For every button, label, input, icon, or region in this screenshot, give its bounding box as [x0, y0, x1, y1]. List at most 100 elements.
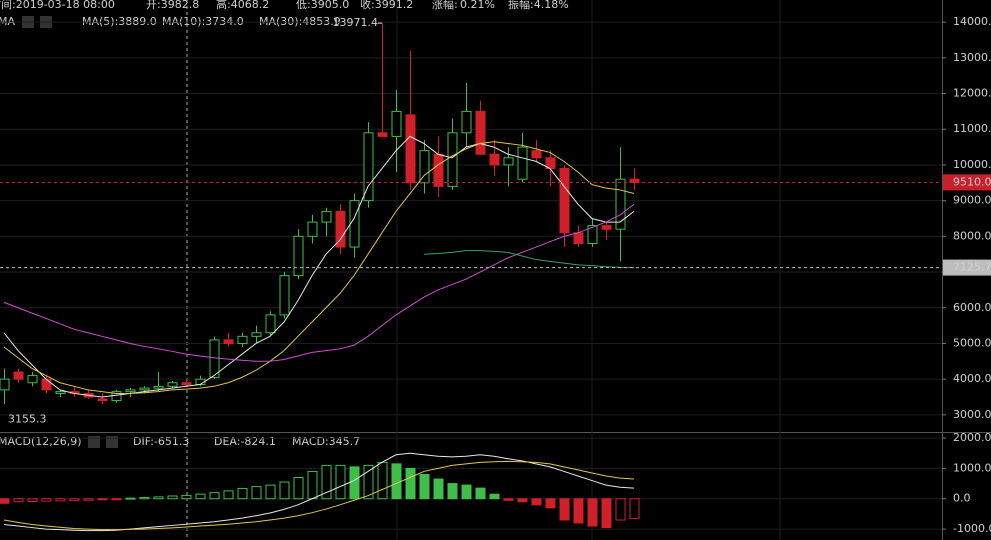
line-series	[3, 203, 635, 362]
header-field: 时间:2019-03-18 08:00	[0, 0, 115, 11]
candle-body	[279, 275, 290, 316]
y-tick-label: 6000.0	[953, 301, 991, 314]
macd-bar	[0, 498, 10, 504]
legend-entry: MACD:345.7	[292, 435, 360, 448]
candle-body	[573, 232, 584, 244]
macd-bar	[461, 484, 472, 500]
candle-body	[265, 314, 276, 334]
candle-body	[503, 157, 514, 166]
candle-body	[209, 339, 220, 378]
candle-body	[237, 335, 248, 344]
settings-icon	[88, 436, 100, 448]
macd-bar	[447, 483, 458, 500]
candle-body	[41, 378, 52, 391]
y-tick-label: 12000.0	[953, 87, 991, 100]
macd-bar	[223, 490, 234, 500]
candle-body	[97, 398, 108, 402]
macd-bar	[237, 487, 248, 500]
macd-bar	[419, 473, 430, 500]
header: 时间:2019-03-18 08:00 开:3982.8 高:4068.2 低:390…	[0, 0, 569, 11]
macd-bar	[279, 481, 290, 500]
candle-body	[489, 153, 500, 166]
y-tick-label: 1000.0	[953, 461, 991, 474]
header-field: 开:3982.8	[146, 0, 199, 11]
legend-entry: DEA:-824.1	[214, 435, 276, 448]
candle-body	[419, 150, 430, 184]
macd-bar	[405, 467, 416, 500]
line-series	[3, 135, 635, 398]
y-tick-label: 9000.0	[953, 194, 991, 207]
legend-entry: DIF:-651.3	[133, 435, 189, 448]
macd-bar	[293, 477, 304, 500]
y-tick-label: 13000.0	[953, 51, 991, 64]
macd-bar	[433, 478, 444, 500]
macd-bar	[391, 463, 402, 500]
candle-body	[629, 178, 640, 183]
candle-body	[321, 210, 332, 223]
macd-bar	[195, 493, 206, 500]
macd-bar	[503, 498, 514, 501]
macd-bar	[489, 493, 500, 500]
legend-entry: MA(10):3734.0	[162, 15, 244, 28]
macd-bar	[181, 494, 192, 500]
header-field: 低:3905.0	[296, 0, 349, 11]
macd-bar	[41, 498, 52, 502]
macd-bar	[139, 497, 150, 500]
macd-bar	[615, 498, 626, 521]
candle-body	[55, 391, 66, 394]
header-field: 振幅:4.18%	[508, 0, 569, 11]
macd-bar	[377, 461, 388, 500]
candle-body	[153, 385, 164, 389]
candle-body	[125, 389, 136, 393]
candle-body	[223, 339, 234, 344]
candle-body	[349, 200, 360, 248]
macd-bar	[251, 486, 262, 500]
candle-body	[251, 332, 262, 337]
candle-body	[293, 235, 304, 277]
macd-bar	[517, 498, 528, 503]
macd-bar	[111, 498, 122, 501]
settings-icon	[106, 436, 118, 448]
macd-bar	[629, 498, 640, 519]
macd-bar	[69, 498, 80, 502]
candle-body	[377, 132, 388, 137]
indicator-label: MA	[0, 15, 15, 28]
macd-bar	[601, 498, 612, 529]
macd-bar	[545, 498, 556, 509]
y-tick-label: 8000.0	[953, 229, 991, 242]
macd-bar	[27, 498, 38, 502]
macd-bar	[349, 466, 360, 500]
macd-bar	[13, 498, 24, 503]
line-series	[3, 141, 635, 394]
candle-body	[587, 225, 598, 244]
candle-body	[559, 168, 570, 234]
y-tick-label: 11000.0	[953, 122, 991, 135]
header-field: 涨幅:	[432, 0, 458, 11]
legend-entry: MA(5):3889.0	[82, 15, 157, 28]
y-tick-label: -1000.0	[953, 522, 991, 535]
y-tick-label: 14000.0	[953, 15, 991, 28]
candle-body	[615, 178, 626, 230]
low-annotation: 3155.3	[8, 412, 47, 425]
macd-bar	[363, 464, 374, 500]
macd-bar	[531, 498, 542, 506]
candle-body	[447, 132, 458, 187]
line-series	[3, 460, 635, 531]
candle-body	[601, 225, 612, 230]
candle-body	[0, 378, 10, 391]
y-tick-label: 3000.0	[953, 408, 991, 421]
y-tick-label: 10000.0	[953, 158, 991, 171]
candle-body	[181, 382, 192, 386]
macd-bar	[335, 464, 346, 500]
macd-bar	[265, 484, 276, 500]
candle-body	[139, 387, 150, 391]
y-tick-label: 5000.0	[953, 336, 991, 349]
legend-entry: MA(30):4853.9	[259, 15, 341, 28]
header-field: 高:4068.2	[216, 0, 269, 11]
price-box	[943, 259, 991, 276]
y-tick-label: 2000.0	[953, 431, 991, 444]
macd-bar	[167, 495, 178, 500]
